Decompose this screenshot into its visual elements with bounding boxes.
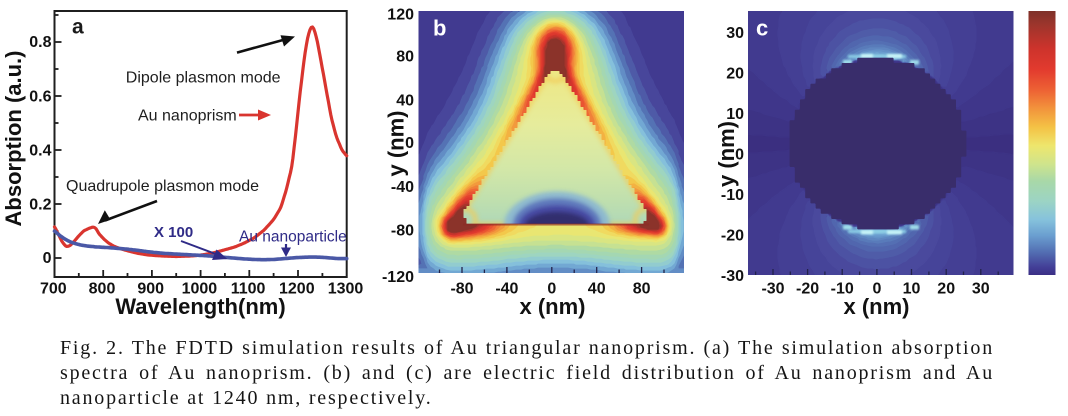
svg-text:Absorption (a.u.): Absorption (a.u.)	[1, 51, 26, 227]
svg-text:30: 30	[972, 281, 990, 298]
svg-text:X 100: X 100	[154, 224, 193, 241]
svg-text:-20: -20	[721, 227, 744, 244]
svg-text:y (nm): y (nm)	[384, 111, 409, 177]
svg-text:Quadrupole plasmon mode: Quadrupole plasmon mode	[66, 178, 259, 195]
svg-text:40: 40	[588, 281, 606, 298]
svg-text:-40: -40	[495, 281, 518, 298]
svg-text:700: 700	[40, 281, 67, 298]
svg-text:0.8: 0.8	[29, 34, 51, 51]
svg-text:0: 0	[547, 281, 556, 298]
svg-text:800: 800	[89, 281, 116, 298]
svg-text:-40: -40	[391, 179, 414, 196]
svg-text:b: b	[433, 16, 446, 41]
svg-text:-80: -80	[391, 223, 414, 240]
svg-text:20: 20	[937, 281, 955, 298]
svg-text:20: 20	[726, 65, 744, 82]
svg-text:Au nanoparticle: Au nanoparticle	[239, 229, 347, 246]
svg-text:Dipole plasmon mode: Dipole plasmon mode	[126, 70, 281, 87]
svg-text:c: c	[756, 16, 768, 41]
svg-text:-20: -20	[796, 281, 819, 298]
svg-text:10: 10	[726, 106, 744, 123]
svg-text:x (nm): x (nm)	[844, 294, 910, 319]
svg-text:10: 10	[903, 281, 921, 298]
svg-text:-10: -10	[831, 281, 854, 298]
svg-text:40: 40	[396, 92, 414, 109]
svg-text:80: 80	[396, 49, 414, 66]
svg-text:0.6: 0.6	[29, 89, 51, 106]
svg-text:0: 0	[405, 135, 414, 152]
svg-text:a: a	[72, 16, 84, 39]
svg-text:900: 900	[137, 281, 164, 298]
svg-text:-120: -120	[382, 269, 414, 286]
svg-text:-80: -80	[450, 281, 473, 298]
svg-text:30: 30	[726, 25, 744, 42]
svg-text:0.4: 0.4	[29, 143, 51, 160]
svg-text:120: 120	[387, 7, 414, 24]
svg-text:0.2: 0.2	[29, 197, 51, 214]
svg-text:y (nm): y (nm)	[714, 121, 739, 187]
svg-text:0: 0	[872, 281, 881, 298]
svg-text:1300: 1300	[328, 281, 364, 298]
svg-text:1200: 1200	[279, 281, 315, 298]
svg-text:-10: -10	[721, 187, 744, 204]
svg-text:1100: 1100	[231, 281, 266, 298]
svg-text:80: 80	[633, 281, 651, 298]
svg-text:1000: 1000	[182, 281, 218, 298]
svg-text:Au nanoprism: Au nanoprism	[138, 108, 237, 125]
svg-text:-30: -30	[761, 281, 784, 298]
svg-text:Wavelength(nm): Wavelength(nm)	[115, 294, 285, 319]
svg-text:0: 0	[43, 250, 52, 267]
svg-text:0: 0	[735, 146, 744, 163]
svg-text:-30: -30	[721, 268, 744, 285]
svg-text:x (nm): x (nm)	[520, 294, 586, 319]
